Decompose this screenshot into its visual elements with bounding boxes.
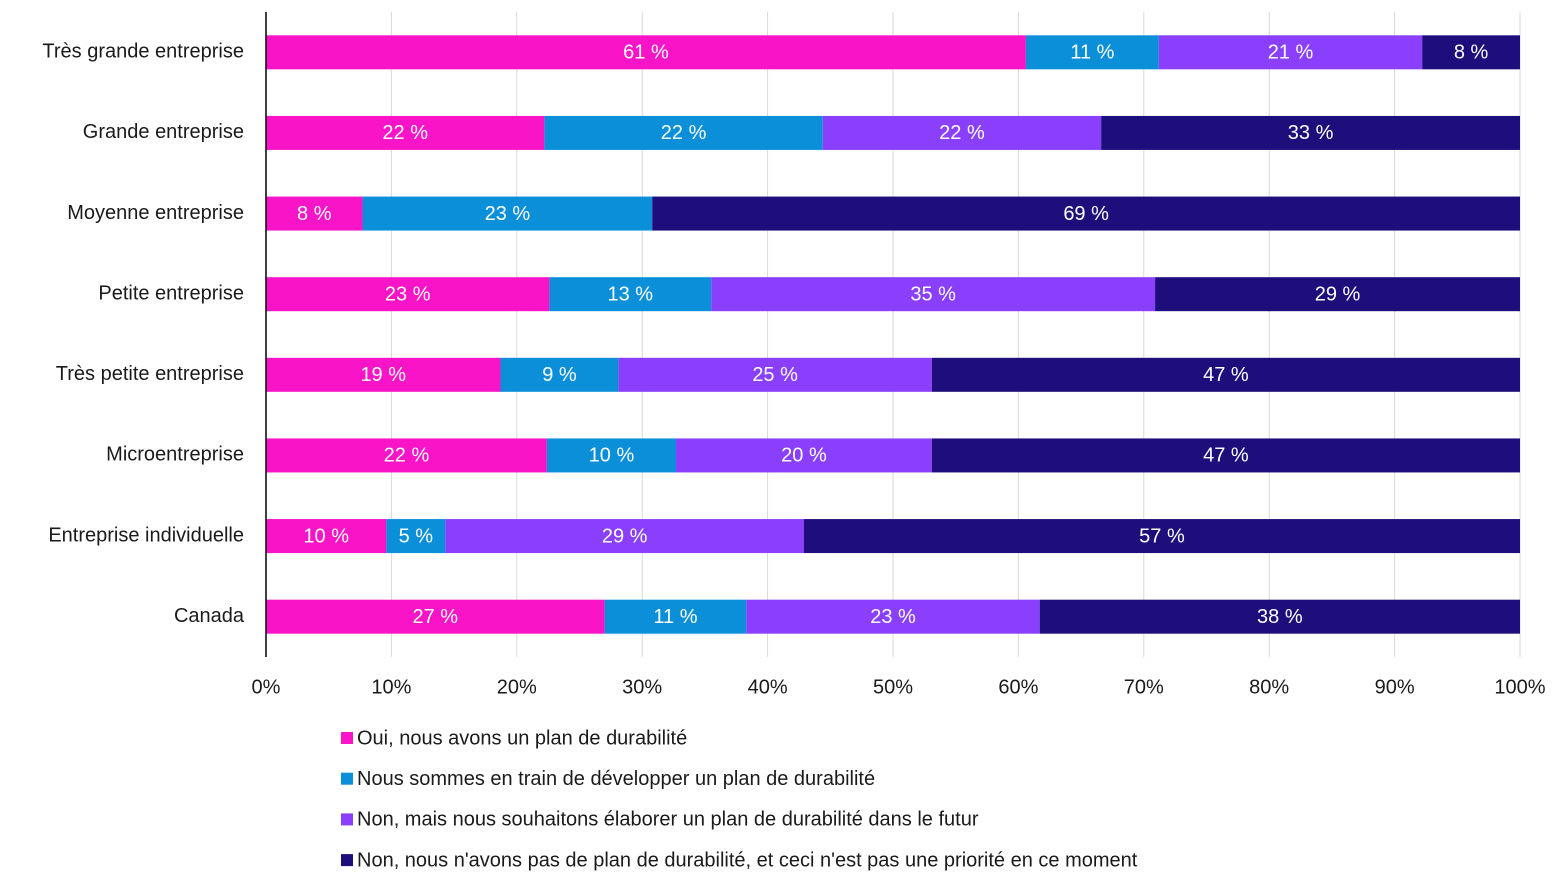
bar-segment bbox=[1422, 35, 1520, 70]
bar-segment bbox=[604, 599, 747, 634]
x-tick-label: 50% bbox=[873, 676, 913, 698]
data-label: 61 % bbox=[623, 42, 669, 64]
data-label: 47 % bbox=[1203, 445, 1249, 467]
bar-segment bbox=[266, 599, 605, 634]
data-label: 38 % bbox=[1257, 606, 1303, 628]
legend-label: Non, nous n'avons pas de plan de durabil… bbox=[357, 849, 1138, 871]
bar-segment bbox=[500, 357, 619, 392]
data-label: 23 % bbox=[385, 283, 431, 305]
bar-segment bbox=[544, 115, 823, 150]
data-label: 29 % bbox=[1315, 283, 1361, 305]
x-tick-label: 20% bbox=[497, 676, 537, 698]
data-label: 11 % bbox=[653, 606, 697, 628]
data-label: 27 % bbox=[412, 606, 458, 628]
data-label: 69 % bbox=[1063, 203, 1109, 225]
bar-segment bbox=[822, 115, 1102, 150]
bar-segment bbox=[931, 357, 1520, 392]
data-label: 9 % bbox=[542, 364, 577, 386]
y-tick-label: Canada bbox=[174, 605, 245, 627]
data-label: 25 % bbox=[752, 364, 798, 386]
x-tick-label: 70% bbox=[1124, 676, 1164, 698]
bar-segment bbox=[652, 196, 1520, 231]
bar-segment bbox=[1101, 115, 1520, 150]
legend-label: Nous sommes en train de développer un pl… bbox=[357, 768, 875, 790]
data-label: 21 % bbox=[1268, 42, 1314, 64]
bar-segment bbox=[266, 438, 547, 473]
x-tick-label: 0% bbox=[252, 676, 281, 698]
x-tick-label: 40% bbox=[748, 676, 788, 698]
y-tick-label: Très grande entreprise bbox=[42, 41, 244, 63]
legend-label: Oui, nous avons un plan de durabilité bbox=[357, 727, 687, 749]
bar-segment bbox=[266, 115, 545, 150]
bar-segment bbox=[266, 196, 363, 231]
bar-segment bbox=[618, 357, 932, 392]
bar-segment bbox=[1155, 277, 1520, 312]
data-label: 10 % bbox=[303, 525, 349, 547]
legend-label: Non, mais nous souhaitons élaborer un pl… bbox=[357, 809, 979, 831]
bar-segment bbox=[362, 196, 653, 231]
legend-swatch bbox=[341, 813, 353, 826]
legend-swatch bbox=[341, 732, 353, 744]
y-tick-label: Grande entreprise bbox=[83, 121, 244, 143]
bar-segment bbox=[549, 277, 712, 312]
legend-swatch bbox=[341, 772, 353, 785]
data-label: 13 % bbox=[607, 283, 653, 305]
y-tick-label: Microentreprise bbox=[106, 444, 244, 466]
bar-segment bbox=[266, 357, 501, 392]
data-label: 22 % bbox=[382, 122, 428, 144]
data-label: 29 % bbox=[602, 525, 648, 547]
data-label: 35 % bbox=[910, 283, 956, 305]
bar-segment bbox=[445, 519, 804, 554]
bar-segment bbox=[266, 277, 550, 312]
bar-segment bbox=[1039, 599, 1520, 634]
bar-segment bbox=[676, 438, 932, 473]
data-label: 33 % bbox=[1288, 122, 1334, 144]
bar-segment bbox=[266, 35, 1026, 70]
x-tick-label: 60% bbox=[998, 676, 1038, 698]
data-label: 8 % bbox=[297, 203, 332, 225]
bar-segment bbox=[931, 438, 1520, 473]
data-label: 20 % bbox=[781, 445, 827, 467]
x-tick-label: 30% bbox=[622, 676, 662, 698]
y-tick-label: Entreprise individuelle bbox=[48, 524, 244, 546]
x-tick-label: 100% bbox=[1494, 676, 1545, 698]
data-label: 22 % bbox=[939, 122, 985, 144]
bar-segment bbox=[386, 519, 446, 554]
x-tick-label: 10% bbox=[371, 676, 411, 698]
y-tick-label: Moyenne entreprise bbox=[67, 202, 244, 224]
bar-segment bbox=[266, 519, 387, 554]
bar-segment bbox=[803, 519, 1520, 554]
legend-swatch bbox=[341, 854, 353, 867]
bar-segment bbox=[746, 599, 1040, 634]
data-label: 23 % bbox=[485, 203, 531, 225]
data-label: 10 % bbox=[589, 445, 635, 467]
data-label: 23 % bbox=[870, 606, 916, 628]
bar-segment bbox=[546, 438, 677, 473]
data-label: 22 % bbox=[384, 445, 430, 467]
x-tick-label: 90% bbox=[1375, 676, 1415, 698]
bar-segment bbox=[711, 277, 1156, 312]
x-tick-label: 80% bbox=[1249, 676, 1289, 698]
data-label: 22 % bbox=[661, 122, 707, 144]
data-label: 11 % bbox=[1070, 42, 1114, 64]
data-label: 19 % bbox=[360, 364, 406, 386]
data-label: 47 % bbox=[1203, 364, 1249, 386]
bar-segment bbox=[1158, 35, 1423, 70]
data-label: 8 % bbox=[1454, 42, 1489, 64]
y-tick-label: Petite entreprise bbox=[98, 282, 244, 304]
y-tick-label: Très petite entreprise bbox=[56, 363, 244, 385]
data-label: 57 % bbox=[1139, 525, 1185, 547]
data-label: 5 % bbox=[399, 525, 434, 547]
bar-segment bbox=[1025, 35, 1159, 70]
